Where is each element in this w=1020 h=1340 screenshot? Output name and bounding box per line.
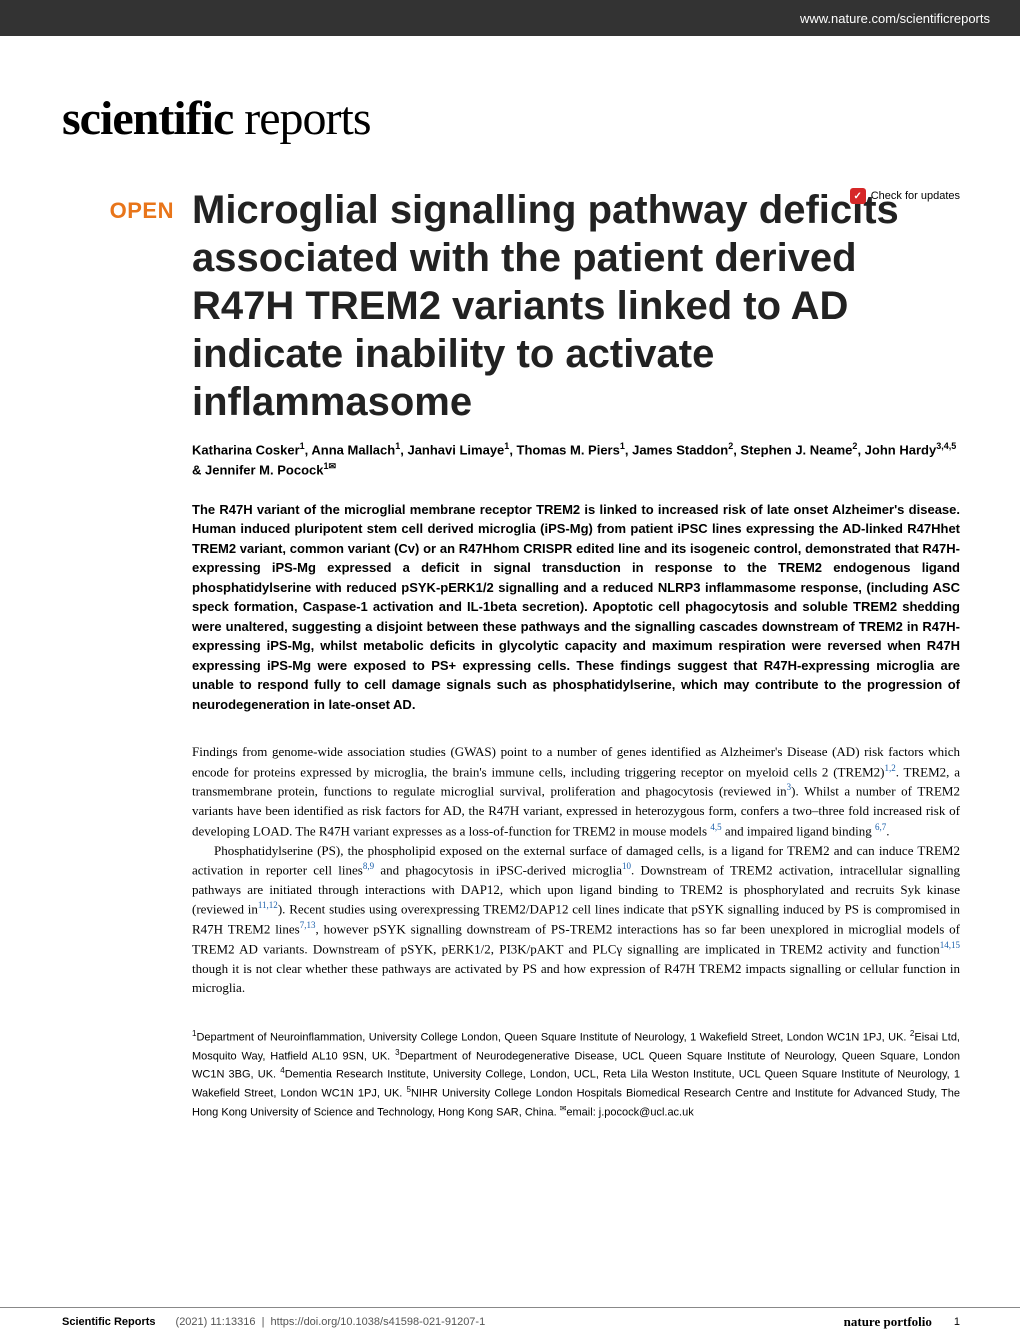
ref-link[interactable]: 6,7 bbox=[875, 822, 886, 832]
ref-link[interactable]: 7,13 bbox=[300, 920, 316, 930]
body-text: Findings from genome-wide association st… bbox=[192, 742, 960, 998]
check-updates-badge[interactable]: ✓ Check for updates bbox=[850, 188, 960, 204]
ref-link[interactable]: 4,5 bbox=[710, 822, 721, 832]
footer-journal: Scientific Reports bbox=[62, 1316, 156, 1328]
journal-logo: scientific reports bbox=[0, 36, 1020, 176]
footer: Scientific Reports (2021) 11:13316 | htt… bbox=[0, 1307, 1020, 1340]
footer-left: Scientific Reports (2021) 11:13316 | htt… bbox=[62, 1316, 485, 1328]
content-wrap: OPEN Microglial signalling pathway defic… bbox=[0, 176, 1020, 1121]
nature-portfolio-logo: nature portfolio bbox=[844, 1314, 932, 1330]
ref-link[interactable]: 1,2 bbox=[885, 763, 896, 773]
main-column: Microglial signalling pathway deficits a… bbox=[192, 176, 960, 1121]
footer-right: nature portfolio 1 bbox=[844, 1314, 960, 1330]
logo-bold: scientific bbox=[62, 92, 233, 145]
affiliations: 1Department of Neuroinflammation, Univer… bbox=[192, 1028, 960, 1122]
authors-list: Katharina Cosker1, Anna Mallach1, Janhav… bbox=[192, 440, 960, 480]
footer-doi[interactable]: https://doi.org/10.1038/s41598-021-91207… bbox=[271, 1316, 486, 1328]
header-bar: www.nature.com/scientificreports bbox=[0, 0, 1020, 36]
site-url[interactable]: www.nature.com/scientificreports bbox=[800, 11, 990, 26]
left-column: OPEN bbox=[62, 176, 192, 1121]
logo-light: reports bbox=[233, 92, 370, 145]
footer-citation: (2021) 11:13316 | https://doi.org/10.103… bbox=[176, 1316, 486, 1328]
abstract: The R47H variant of the microglial membr… bbox=[192, 500, 960, 715]
body-p2: Phosphatidylserine (PS), the phospholipi… bbox=[192, 841, 960, 998]
ref-link[interactable]: 11,12 bbox=[258, 900, 278, 910]
article-title: Microglial signalling pathway deficits a… bbox=[192, 186, 960, 426]
open-access-label: OPEN bbox=[62, 198, 174, 224]
ref-link[interactable]: 8,9 bbox=[363, 861, 374, 871]
ref-link[interactable]: 14,15 bbox=[940, 940, 960, 950]
page-number: 1 bbox=[954, 1316, 960, 1328]
check-updates-label: Check for updates bbox=[871, 190, 960, 202]
ref-link[interactable]: 10 bbox=[622, 861, 631, 871]
body-p1: Findings from genome-wide association st… bbox=[192, 742, 960, 840]
update-icon: ✓ bbox=[850, 188, 866, 204]
